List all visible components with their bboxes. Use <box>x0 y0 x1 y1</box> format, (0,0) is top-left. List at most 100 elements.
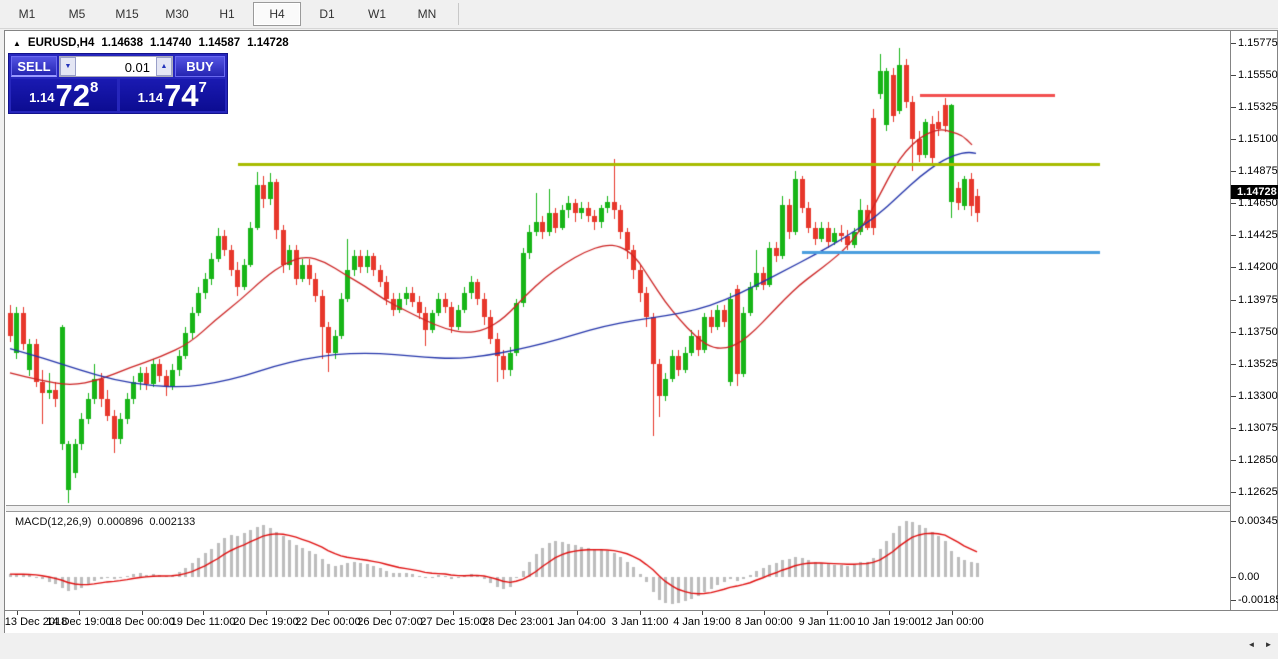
price-axis-label: 1.12850 <box>1238 454 1278 466</box>
timeframe-button-m15[interactable]: M15 <box>115 7 139 21</box>
one-click-trading-panel: SELL ▼ 0.01 ▲ BUY 1.14 72 8 1.14 74 7 <box>8 53 228 114</box>
collapse-panel-icon[interactable]: ▲ <box>13 38 21 48</box>
time-axis-tick <box>79 611 80 615</box>
time-axis-tick <box>515 611 516 615</box>
time-axis-label: 19 Dec 11:00 <box>170 616 236 628</box>
price-axis-label: 1.13750 <box>1238 326 1278 338</box>
price-axis-divider <box>1230 31 1231 610</box>
buy-button[interactable]: BUY <box>175 56 225 77</box>
macd-axis-label: -0.001851 <box>1238 594 1278 606</box>
time-axis-label: 13 Dec 2018 <box>4 616 68 628</box>
tab-scroll-controls: ◄ ► <box>1244 636 1276 653</box>
volume-decrease-icon[interactable]: ▼ <box>60 57 76 76</box>
price-axis-tick <box>1231 364 1236 365</box>
tab-scroll-right-icon[interactable]: ► <box>1264 640 1273 649</box>
toolbar-separator <box>458 3 459 25</box>
price-axis-label: 1.15550 <box>1238 69 1278 81</box>
time-axis-tick <box>640 611 641 615</box>
price-axis-label: 1.15325 <box>1238 101 1278 113</box>
time-axis-label: 4 Jan 19:00 <box>673 616 731 628</box>
price-axis-tick <box>1231 171 1236 172</box>
sell-price-display[interactable]: 1.14 72 8 <box>11 79 117 111</box>
time-axis-tick <box>142 611 143 615</box>
price-axis-label: 1.13300 <box>1238 390 1278 402</box>
price-axis-label: 1.12625 <box>1238 486 1278 498</box>
price-axis-tick <box>1231 235 1236 236</box>
macd-name: MACD(12,26,9) <box>15 516 92 528</box>
price-axis-tick <box>1231 428 1236 429</box>
time-axis-tick <box>952 611 953 615</box>
price-axis-label: 1.14200 <box>1238 261 1278 273</box>
price-axis-label: 1.13075 <box>1238 422 1278 434</box>
price-axis-tick <box>1231 267 1236 268</box>
price-axis-tick <box>1231 396 1236 397</box>
price-axis-tick <box>1231 492 1236 493</box>
tab-scroll-left-icon[interactable]: ◄ <box>1247 640 1256 649</box>
timeframe-button-m30[interactable]: M30 <box>165 7 189 21</box>
macd-axis-label: 0.00 <box>1238 571 1260 583</box>
time-axis-label: 3 Jan 11:00 <box>611 616 669 628</box>
price-axis-tick <box>1231 107 1236 108</box>
ohlc-close: 1.14728 <box>247 37 289 49</box>
price-axis-tick <box>1231 203 1236 204</box>
time-axis-tick <box>827 611 828 615</box>
time-axis-label: 14 Dec 19:00 <box>46 616 112 628</box>
ohlc-high: 1.14740 <box>149 37 192 49</box>
timeframe-button-h1[interactable]: H1 <box>219 7 235 21</box>
timeframe-button-d1[interactable]: D1 <box>319 7 335 21</box>
macd-indicator-label: MACD(12,26,9) 0.000896 0.002133 <box>15 516 195 528</box>
time-axis-tick <box>266 611 267 615</box>
timeframe-button-m1[interactable]: M1 <box>18 7 36 21</box>
sell-price-big: 72 <box>55 77 90 113</box>
time-axis <box>5 610 1278 633</box>
price-axis-tick <box>1231 332 1236 333</box>
timeframe-toolbar: M1 M5 M15 M30 H1 H4 D1 W1 MN <box>0 0 1278 29</box>
sell-button[interactable]: SELL <box>11 56 57 77</box>
buy-price-display[interactable]: 1.14 74 7 <box>119 79 225 111</box>
current-price-badge: 1.14728 <box>1231 185 1278 199</box>
timeframe-button-h4[interactable]: H4 <box>253 2 301 26</box>
price-axis-tick <box>1231 75 1236 76</box>
macd-chart-canvas[interactable] <box>6 512 1230 610</box>
chart-symbol-period: EURUSD,H4 <box>27 37 95 49</box>
ohlc-open: 1.14638 <box>101 37 143 49</box>
chart-ohlc-header: ▲ EURUSD,H4 1.14638 1.14740 1.14587 1.14… <box>13 37 289 49</box>
price-axis-label: 1.15100 <box>1238 133 1278 145</box>
buy-price-sup: 7 <box>198 79 207 96</box>
price-axis-label: 1.15775 <box>1238 37 1278 49</box>
buy-price-small: 1.14 <box>137 90 163 105</box>
timeframe-button-mn[interactable]: MN <box>417 7 437 21</box>
time-axis-label: 10 Jan 19:00 <box>857 616 921 628</box>
macd-value-main: 0.000896 <box>97 516 144 528</box>
volume-input[interactable]: 0.01 <box>124 60 150 75</box>
macd-axis-tick <box>1231 521 1236 522</box>
price-axis-tick <box>1231 139 1236 140</box>
macd-value-signal: 0.002133 <box>149 516 196 528</box>
price-axis-label: 1.14650 <box>1238 197 1278 209</box>
price-axis-label: 1.14425 <box>1238 229 1278 241</box>
time-axis-tick <box>390 611 391 615</box>
time-axis-label: 12 Jan 00:00 <box>920 616 984 628</box>
time-axis-tick <box>453 611 454 615</box>
time-axis-label: 9 Jan 11:00 <box>798 616 856 628</box>
price-axis-label: 1.13525 <box>1238 358 1278 370</box>
timeframe-button-w1[interactable]: W1 <box>368 7 386 21</box>
price-axis-label: 1.13975 <box>1238 294 1278 306</box>
time-axis-tick <box>702 611 703 615</box>
time-axis-label: 1 Jan 04:00 <box>548 616 606 628</box>
time-axis-label: 27 Dec 15:00 <box>420 616 486 628</box>
volume-increase-icon[interactable]: ▲ <box>156 57 172 76</box>
time-axis-tick <box>17 611 18 615</box>
time-axis-label: 26 Dec 07:00 <box>357 616 423 628</box>
time-axis-label: 8 Jan 00:00 <box>735 616 793 628</box>
pane-splitter[interactable] <box>6 505 1230 512</box>
macd-axis-tick <box>1231 600 1236 601</box>
ohlc-low: 1.14587 <box>198 37 241 49</box>
time-axis-tick <box>577 611 578 615</box>
time-axis-label: 22 Dec 00:00 <box>295 616 361 628</box>
time-axis-label: 20 Dec 19:00 <box>233 616 299 628</box>
timeframe-button-m5[interactable]: M5 <box>68 7 86 21</box>
time-axis-tick <box>889 611 890 615</box>
time-axis-tick <box>328 611 329 615</box>
macd-axis-tick <box>1231 577 1236 578</box>
